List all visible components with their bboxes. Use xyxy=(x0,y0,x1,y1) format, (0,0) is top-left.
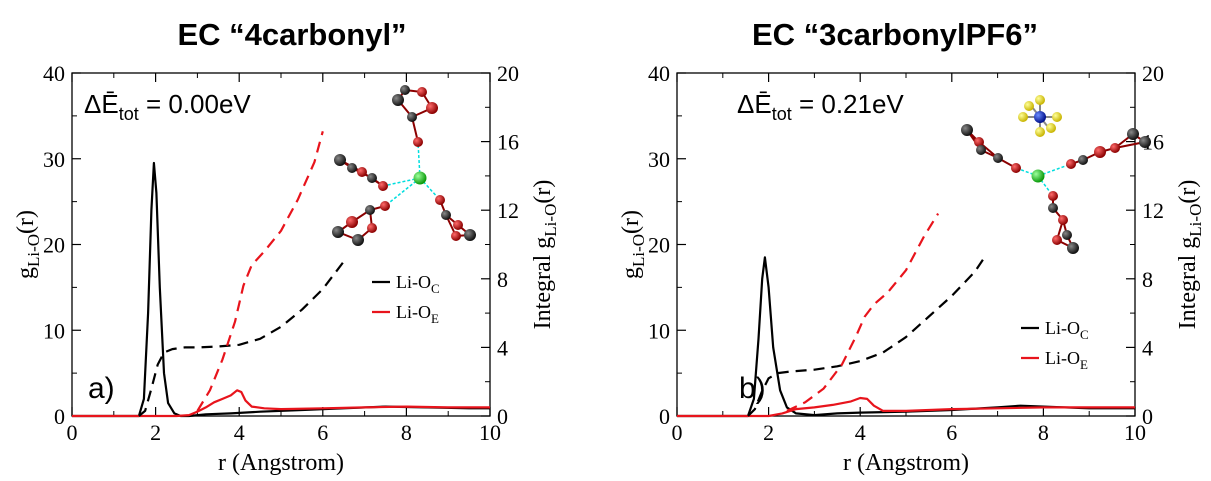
y-right-tick-label: 4 xyxy=(497,335,508,360)
x-tick-label: 0 xyxy=(672,420,683,445)
y-right-tick-label: 16 xyxy=(497,130,519,155)
y-right-label-base: Integral g xyxy=(1175,237,1201,330)
y-left-label-base: g xyxy=(13,267,39,279)
series-line-2 xyxy=(138,260,345,417)
y-right-label-base: Integral g xyxy=(530,237,556,330)
x-tick-label: 2 xyxy=(763,420,774,445)
chart-b: EC “3carbonylPF6” 0 2 4 6 8 10010203040048121… xyxy=(618,17,1205,476)
x-tick-label: 4 xyxy=(855,420,866,445)
x-tick-label: 4 xyxy=(234,420,245,445)
y-right-tick-label: 20 xyxy=(1142,61,1164,86)
series-line-3 xyxy=(196,131,324,412)
chart-a: EC “4carbonyl” 0 2 4 6 8 10010203040048121620… xyxy=(13,17,560,476)
y-left-tick-label: 0 xyxy=(659,404,670,429)
y-right-label-sub: Li-O xyxy=(541,204,560,237)
y-right-axis-label: Integral gLi-O(r) xyxy=(530,180,560,330)
y-right-tick-label: 0 xyxy=(497,404,508,429)
y-left-tick-label: 0 xyxy=(54,404,65,429)
y-left-label-sub: Li-O xyxy=(24,234,43,267)
y-left-label-tail: (r) xyxy=(13,210,39,234)
series-line-2 xyxy=(747,257,985,417)
y-left-tick-label: 10 xyxy=(648,318,670,343)
y-left-label-tail: (r) xyxy=(618,210,644,234)
molecule-inset xyxy=(961,95,1151,254)
energy-annotation: ΔĒtot = 0.21eV xyxy=(737,89,904,124)
x-tick-label: 0 xyxy=(67,420,78,445)
x-axis-label: r (Angstrom) xyxy=(843,450,969,476)
y-right-tick-label: 8 xyxy=(497,267,508,292)
y-right-label-tail: (r) xyxy=(1175,180,1201,204)
energy-annotation: ΔĒtot = 0.00eV xyxy=(84,89,251,124)
x-axis-label: r (Angstrom) xyxy=(218,450,344,476)
y-left-tick-label: 10 xyxy=(43,318,65,343)
plot-frame xyxy=(71,72,491,417)
panel-b: EC “3carbonylPF6” 0 2 4 6 8 10 0 10 20 30 40 0 4 8 12 1… xyxy=(605,0,1210,481)
energy-value: = 0.00eV xyxy=(139,89,252,119)
legend-label: Li-OC xyxy=(1045,318,1089,342)
y-right-tick-label: 16 xyxy=(1142,130,1164,155)
x-tick-label: 8 xyxy=(401,420,412,445)
energy-prefix: ΔĒ xyxy=(737,89,772,119)
y-right-axis-label: Integral gLi-O(r) xyxy=(1175,180,1205,330)
y-left-tick-label: 20 xyxy=(648,233,670,258)
legend-label: Li-OC xyxy=(396,272,440,296)
y-left-label-sub: Li-O xyxy=(629,234,648,267)
series-line-3 xyxy=(786,213,940,412)
y-right-tick-label: 8 xyxy=(1142,267,1153,292)
y-right-tick-label: 0 xyxy=(1142,404,1153,429)
legend-label: Li-OE xyxy=(1045,348,1088,372)
y-right-tick-label: 12 xyxy=(1142,198,1164,223)
y-right-label-tail: (r) xyxy=(530,180,556,204)
x-tick-label: 2 xyxy=(150,420,161,445)
y-left-tick-label: 40 xyxy=(43,61,65,86)
y-right-tick-label: 12 xyxy=(497,198,519,223)
energy-sub: tot xyxy=(772,104,792,124)
x-tick-label: 6 xyxy=(317,420,328,445)
series-line-0 xyxy=(677,256,1135,418)
y-left-tick-label: 30 xyxy=(43,147,65,172)
panel-label: a) xyxy=(88,372,115,405)
panel-label: b) xyxy=(739,372,766,405)
legend-label: Li-OE xyxy=(396,302,439,326)
y-right-label-sub: Li-O xyxy=(1186,204,1205,237)
x-tick-label: 10 xyxy=(1124,420,1146,445)
energy-prefix: ΔĒ xyxy=(84,89,119,119)
energy-sub: tot xyxy=(119,104,139,124)
molecule-inset xyxy=(332,85,476,246)
series-line-1 xyxy=(677,396,1135,418)
y-left-label-base: g xyxy=(618,267,644,279)
x-tick-label: 8 xyxy=(1038,420,1049,445)
y-left-tick-label: 20 xyxy=(43,233,65,258)
y-right-tick-label: 20 xyxy=(497,61,519,86)
x-tick-label: 10 xyxy=(479,420,501,445)
chart-title: EC “3carbonylPF6” xyxy=(752,17,1038,52)
y-right-tick-label: 4 xyxy=(1142,335,1153,360)
y-left-tick-label: 30 xyxy=(648,147,670,172)
y-left-tick-label: 40 xyxy=(648,61,670,86)
y-left-axis-label: gLi-O(r) xyxy=(13,210,43,279)
chart-title: EC “4carbonyl” xyxy=(177,17,406,52)
y-left-axis-label: gLi-O(r) xyxy=(618,210,648,279)
energy-value: = 0.21eV xyxy=(792,89,905,119)
x-tick-label: 6 xyxy=(946,420,957,445)
panel-a: EC “4carbonyl” 0 2 4 6 8 10 0 10 20 30 40 0 4 8 12 16 20… xyxy=(0,0,605,481)
series-line-1 xyxy=(72,389,490,418)
